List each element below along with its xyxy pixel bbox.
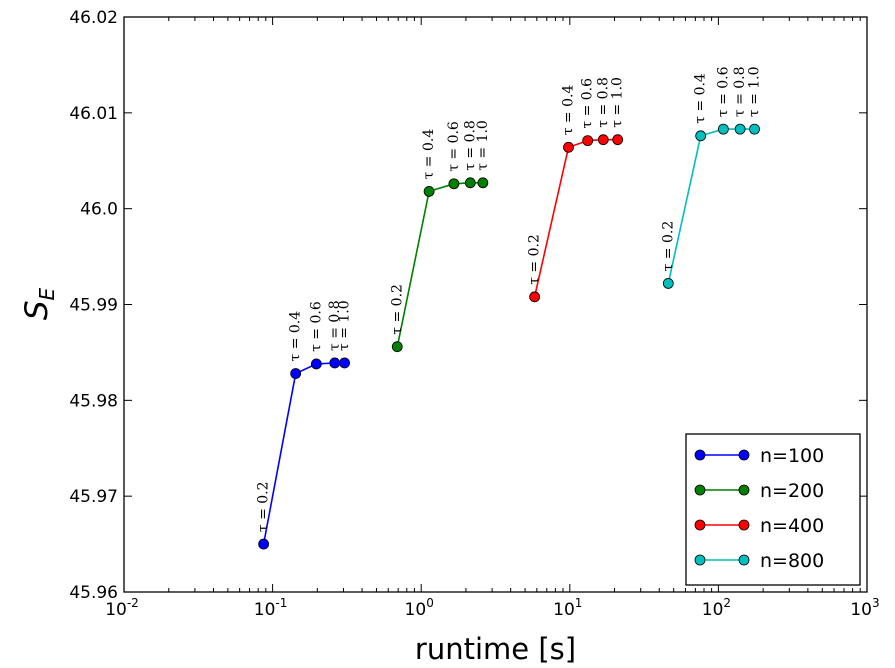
y-tick-label: 46.01 [69,104,118,124]
x-tick-label: 101 [553,596,582,620]
data-point [310,358,322,370]
point-annotation: τ = 0.8 [462,120,478,171]
point-annotation: τ = 0.6 [308,301,324,352]
x-tick-label-exp: -2 [127,596,139,610]
y-tick-label: 46.0 [80,200,118,220]
point-annotation: τ = 0.2 [660,221,676,272]
legend-label: n=800 [760,550,824,572]
point-annotation: τ = 1.0 [747,66,763,117]
x-tick-label-base: 10 [553,600,575,620]
legend-marker [738,484,750,496]
y-tick-label: 45.99 [69,296,118,316]
data-point [329,357,341,369]
data-point [290,368,302,379]
legend-marker [694,519,706,531]
data-point [477,177,489,189]
x-tick-label: 102 [702,596,731,620]
plot-marks: τ = 0.2τ = 0.4 τ = 0.6 τ = 0.8τ = 1.0 τ = 0… [256,66,763,550]
x-tick-label-base: 10 [405,600,427,620]
point-annotation: τ = 0.6 [580,78,596,129]
data-point [448,178,460,190]
x-tick-label-exp: 2 [723,596,731,610]
y-axis-title-main: S [19,300,55,320]
legend-marker [694,484,706,496]
point-annotation: τ = 0.4 [561,85,577,136]
point-annotation: τ = 1.0 [475,120,491,171]
x-tick-label: 10-2 [105,596,139,620]
data-point [258,538,270,550]
data-point [391,341,403,353]
point-annotation: τ = 0.8 [595,77,611,128]
point-annotation: τ = 0.2 [527,234,543,285]
legend-label: n=400 [760,515,824,537]
legend: n=100 n=200 n=400 n=800 [685,433,861,586]
x-tick-label-exp: 1 [575,596,583,610]
data-point [597,134,609,146]
data-point [749,123,760,135]
point-annotation: τ = 0.4 [693,73,709,124]
x-tick-label-base: 10 [254,600,276,620]
point-annotation: τ = 1.0 [610,77,626,128]
series-line-2 [396,182,483,347]
data-point [339,357,350,369]
data-point [695,130,707,142]
y-tick-label: 45.96 [69,583,118,603]
legend-marker [694,554,706,566]
legend-marker [738,519,750,531]
data-point [717,123,729,135]
point-annotation: τ = 0.4 [288,311,304,362]
point-annotation: τ = 0.8 [327,300,343,351]
legend-marker [738,449,750,461]
data-point [582,135,594,147]
axis-ticks: 10-2 10-1 100 101 102 10345.9645.9745.9845.99… [69,8,879,620]
data-point [423,186,435,197]
x-tick-label-exp: 0 [426,596,434,610]
x-tick-label: 10-1 [254,596,288,620]
series-line-1 [262,362,345,545]
legend-marker [738,554,750,566]
x-tick-label-exp: -1 [275,596,287,610]
data-point [662,278,674,289]
x-tick-label-base: 10 [105,600,127,620]
point-annotation: τ = 0.4 [421,129,437,180]
x-tick-label-base: 10 [702,600,724,620]
series-line-4 [667,128,755,284]
data-point [529,291,541,303]
point-annotation: τ = 1.0 [337,300,353,351]
y-tick-label: 45.98 [69,391,118,411]
point-annotation: τ = 0.2 [389,284,405,335]
point-annotation: τ = 0.6 [715,66,731,117]
x-tick-label-exp: 3 [872,596,880,610]
series-line-3 [533,138,618,297]
legend-label: n=200 [760,480,824,502]
x-tick-label: 103 [850,596,879,620]
legend-label: n=100 [760,445,824,467]
x-axis-title: runtime [s] [415,632,576,666]
y-tick-label: 45.97 [69,487,118,507]
data-point [464,177,476,189]
data-point [612,134,624,146]
y-axis-title: SE [19,287,59,320]
y-axis-title-sub: E [35,287,59,300]
point-annotation: τ = 0.6 [446,121,462,172]
y-tick-label: 46.02 [69,8,118,28]
point-annotation: τ = 0.8 [732,66,748,117]
point-annotation: τ = 0.2 [256,481,272,532]
data-point [734,123,746,135]
legend-marker [694,449,706,461]
x-tick-label: 100 [405,596,434,620]
x-tick-label-base: 10 [850,600,872,620]
data-point [563,141,574,153]
